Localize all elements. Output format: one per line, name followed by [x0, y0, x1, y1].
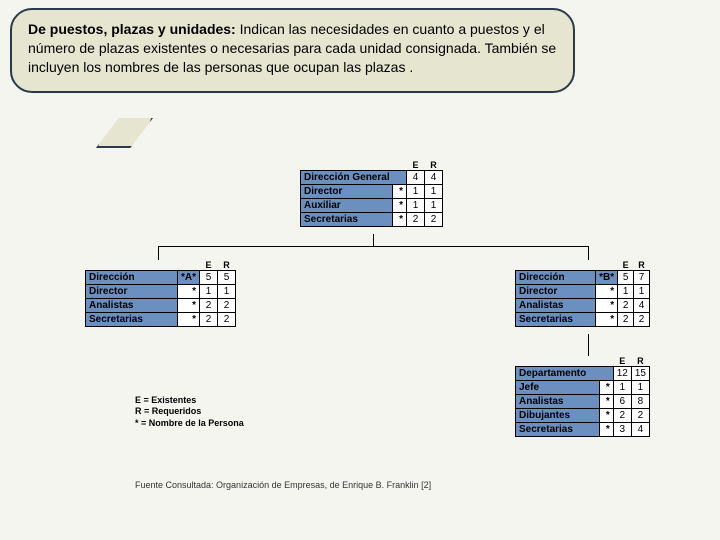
connector	[158, 246, 588, 247]
connector	[588, 246, 589, 260]
right-unit-table: E R Dirección *B* 5 7 Director * 1 1 Ana…	[515, 260, 650, 327]
source-citation: Fuente Consultada: Organización de Empre…	[135, 480, 431, 490]
connector	[158, 246, 159, 260]
legend-line: * = Nombre de la Persona	[135, 418, 244, 429]
dept-unit-table: E R Departamento 12 15 Jefe * 1 1 Analis…	[515, 356, 650, 437]
connector	[588, 334, 589, 356]
col-e: E	[407, 160, 425, 171]
legend-line: R = Requeridos	[135, 406, 244, 417]
top-unit-name: Dirección General	[301, 171, 407, 185]
legend-line: E = Existentes	[135, 395, 244, 406]
callout-box: De puestos, plazas y unidades: Indican l…	[10, 8, 575, 93]
connector	[373, 234, 374, 246]
top-unit-table: E R Dirección General 4 4 Director * 1 1…	[300, 160, 443, 227]
callout-title: De puestos, plazas y unidades:	[28, 21, 236, 37]
col-r: R	[425, 160, 443, 171]
legend: E = Existentes R = Requeridos * = Nombre…	[135, 395, 244, 429]
left-unit-table: E R Dirección *A* 5 5 Director * 1 1 Ana…	[85, 260, 236, 327]
